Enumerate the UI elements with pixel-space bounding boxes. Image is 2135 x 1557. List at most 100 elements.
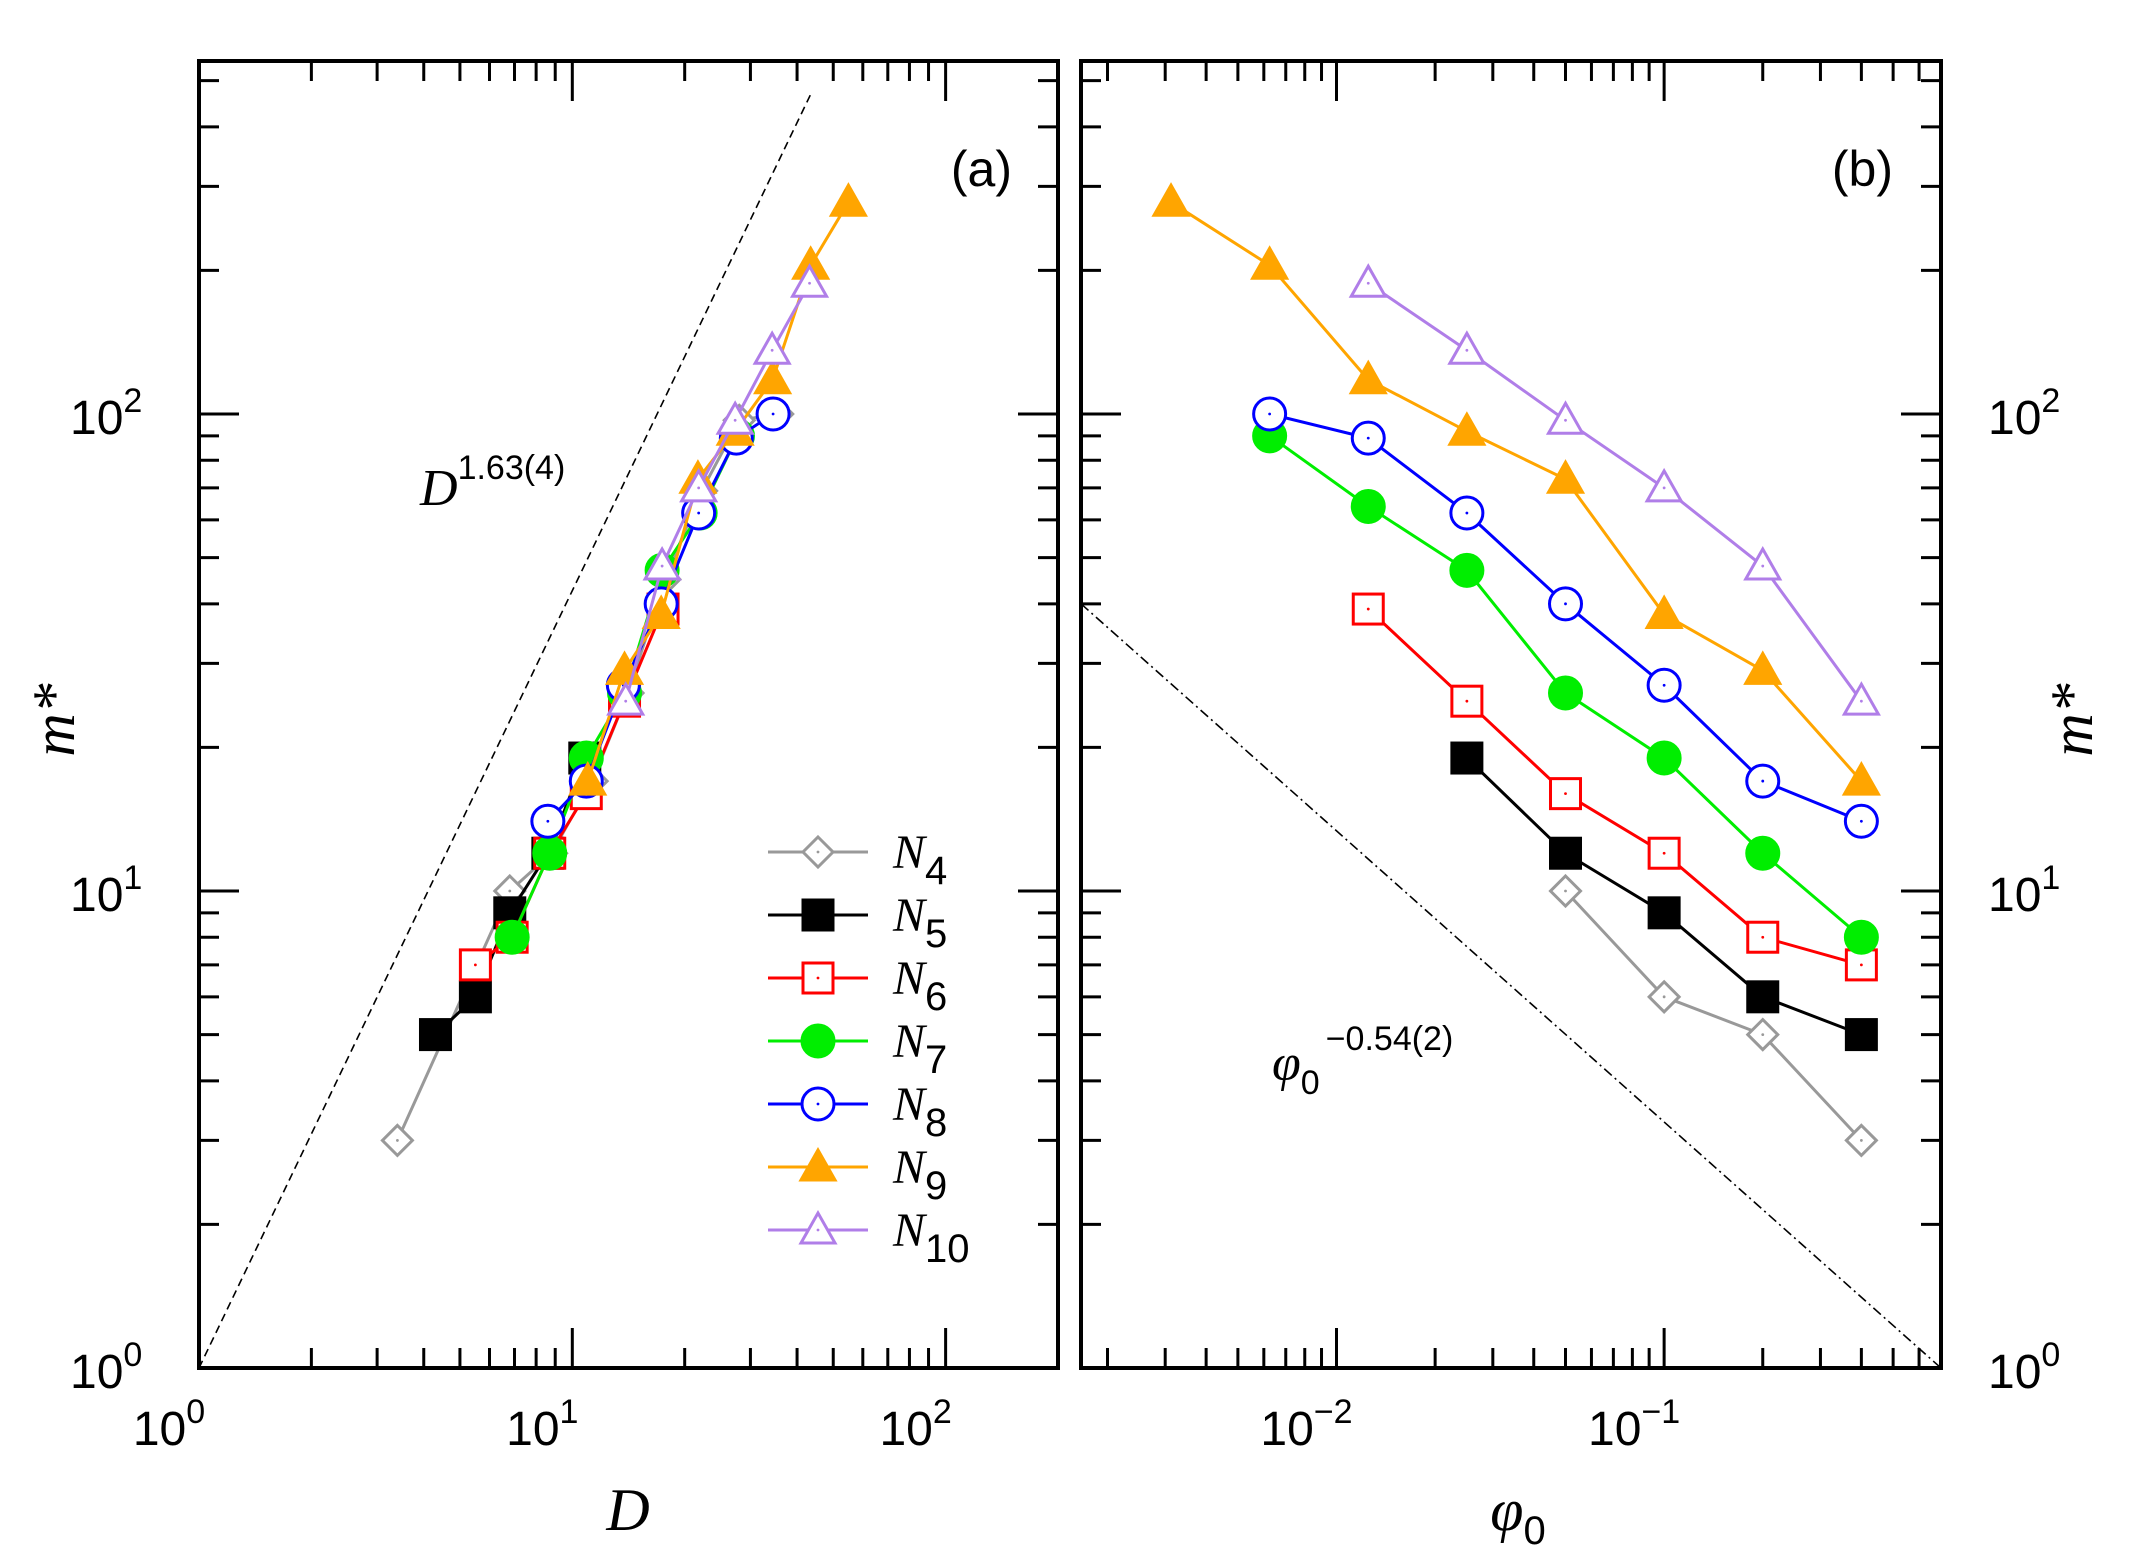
data-point <box>1549 836 1583 870</box>
data-point <box>1450 741 1484 775</box>
point-center <box>816 1228 820 1232</box>
data-point <box>679 467 719 503</box>
point-center <box>1761 779 1765 783</box>
panel-b-fit-label: φ0−0.54(2) <box>1272 1020 1453 1102</box>
point-center <box>1859 963 1863 967</box>
series-N6 <box>458 592 680 982</box>
data-point <box>532 835 568 871</box>
data-point <box>494 919 530 955</box>
panel-a-fit-label: D1.63(4) <box>419 449 565 517</box>
fit-line <box>1080 603 1942 1369</box>
series-N6 <box>1351 592 1878 982</box>
point-center <box>1564 418 1567 422</box>
panel-a-x-label: D <box>605 1477 649 1543</box>
legend-item-N10: N10 <box>768 1204 970 1271</box>
series-line <box>1367 281 1863 703</box>
panel-a-y-label: m* <box>21 683 87 756</box>
data-point <box>1545 459 1586 494</box>
data-point <box>715 400 755 435</box>
legend-item-N4: N4 <box>768 826 947 893</box>
series-N4 <box>1548 873 1879 1158</box>
point-center <box>396 1139 399 1142</box>
point-center <box>660 564 664 568</box>
legend-item-N9: N9 <box>768 1141 947 1208</box>
point-center <box>546 819 550 823</box>
data-point <box>642 546 682 581</box>
panel-a-fit-line <box>198 90 813 1369</box>
data-point <box>1348 263 1388 298</box>
point-center <box>624 699 628 703</box>
y-tick-label: 102 <box>70 382 142 445</box>
legend-label: N6 <box>892 952 947 1019</box>
data-point <box>1545 400 1586 435</box>
data-point <box>828 182 868 217</box>
y-tick-label: 101 <box>1988 859 2060 922</box>
fit-sub: 0 <box>1301 1064 1320 1102</box>
y-tick-label: 101 <box>70 859 142 922</box>
point-center <box>1859 1139 1863 1142</box>
legend-marker <box>798 1209 838 1245</box>
point-center <box>1366 281 1370 285</box>
point-center <box>1564 889 1567 893</box>
point-center <box>508 889 512 893</box>
panel-b-fit-line <box>1080 603 1942 1369</box>
data-point <box>1743 546 1783 581</box>
point-center <box>771 412 775 416</box>
point-center <box>770 348 774 352</box>
data-point <box>1841 681 1881 716</box>
data-point <box>1844 1018 1878 1052</box>
series-N5 <box>1450 741 1878 1052</box>
legend-item-N7: N7 <box>768 1015 947 1082</box>
legend-label: N9 <box>892 1141 947 1208</box>
data-point <box>1447 411 1487 446</box>
point-center <box>1662 995 1666 999</box>
legend-label: N5 <box>892 889 947 956</box>
point-center <box>1761 935 1765 939</box>
point-center <box>1859 819 1863 823</box>
data-point <box>1548 675 1584 711</box>
point-center <box>1465 511 1469 515</box>
x-label-base: φ <box>1490 1477 1523 1543</box>
point-center <box>1761 1033 1765 1036</box>
series-N10 <box>1348 263 1881 716</box>
data-point <box>568 761 608 796</box>
x-tick-label: 10−2 <box>1260 1393 1352 1456</box>
series-N7 <box>1252 418 1879 955</box>
series-line <box>1170 200 1863 783</box>
panel-b-series <box>1151 182 1881 1158</box>
data-point <box>1745 835 1781 871</box>
point-center <box>816 1102 820 1106</box>
legend-item-N8: N8 <box>768 1078 947 1145</box>
panel-a-label: (a) <box>951 141 1012 197</box>
panel-a-frame <box>197 59 1060 1370</box>
data-point <box>1447 330 1487 365</box>
point-center <box>808 281 811 285</box>
series-line <box>1564 889 1863 1142</box>
legend-label: N7 <box>892 1015 947 1082</box>
panel-b-frame <box>1079 59 1943 1370</box>
data-point <box>1743 650 1783 685</box>
data-point <box>1843 919 1879 955</box>
data-point <box>1841 761 1881 796</box>
point-center <box>1465 699 1469 703</box>
data-point <box>753 359 793 395</box>
x-tick-label: 100 <box>133 1393 205 1456</box>
point-center <box>1662 851 1666 855</box>
data-point <box>1746 980 1780 1014</box>
y-tick-label: 102 <box>1988 382 2060 445</box>
x-tick-label: 102 <box>879 1393 951 1456</box>
panel-b-x-label: φ0 <box>1490 1477 1545 1553</box>
fit-base: D <box>419 460 458 517</box>
legend-label: N4 <box>892 826 947 893</box>
data-point <box>1644 467 1684 503</box>
data-point <box>1449 552 1485 588</box>
x-tick-label: 10−1 <box>1588 1393 1680 1456</box>
legend-label: N8 <box>892 1078 947 1145</box>
y-tick-label: 100 <box>70 1336 142 1399</box>
data-point <box>418 1018 452 1052</box>
legend-marker <box>798 1146 838 1182</box>
